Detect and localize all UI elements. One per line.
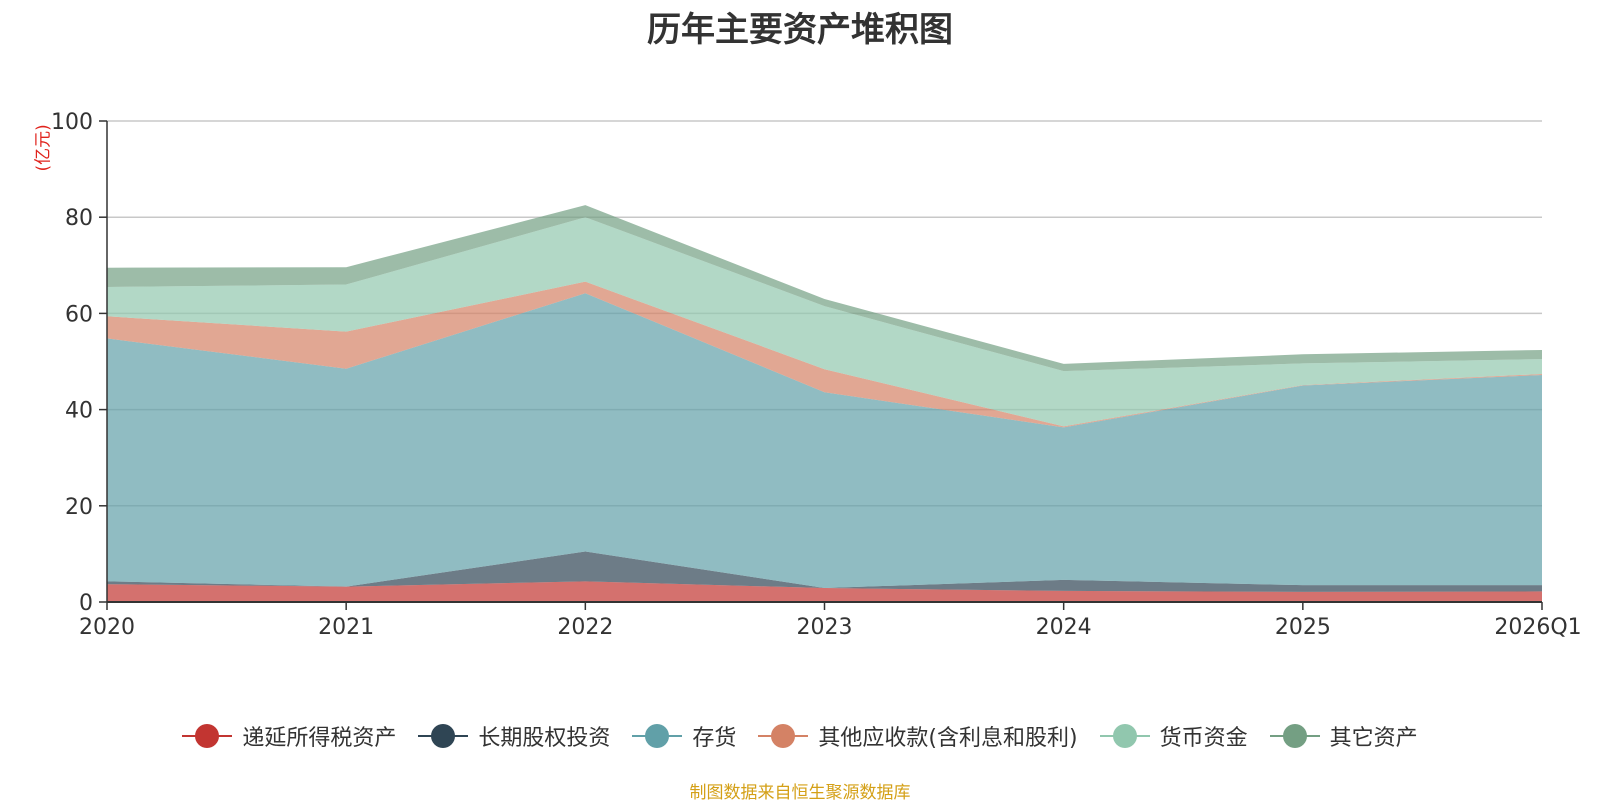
x-tick-label: 2026Q1 [1494,615,1581,640]
area-series-3 [107,293,1542,589]
source-note: 制图数据来自恒生聚源数据库 [689,783,911,803]
legend-label: 递延所得税资产 [242,726,397,751]
legend-item[interactable]: 货币资金 [1099,720,1248,752]
stacked-area-chart: 0 20 40 60 80 100 2020 2021 2022 2023 2024 2025 2026… [51,110,1582,640]
y-tick-label: 60 [65,302,93,327]
legend-label: 长期股权投资 [478,726,611,751]
legend-item[interactable]: 长期股权投资 [418,720,610,752]
legend: 递延所得税资产 长期股权投资 存货 其他应收款(含利息和股利) 货币资金 其它资产 [0,720,1600,752]
x-tick-label: 2023 [797,615,853,640]
legend-label: 货币资金 [1159,726,1248,751]
legend-label: 其它资产 [1329,726,1418,751]
legend-item[interactable]: 递延所得税资产 [182,720,396,752]
y-tick-label: 40 [65,399,93,424]
legend-item[interactable]: 存货 [632,720,736,752]
y-tick-label: 0 [79,591,93,616]
area-series-6 [107,205,1542,372]
legend-marker-icon [758,724,809,748]
y-tick-label: 80 [65,206,93,231]
x-tick-label: 2025 [1275,615,1331,640]
x-tick-label: 2020 [79,615,135,640]
legend-item[interactable]: 其他应收款(含利息和股利) [758,720,1078,752]
chart-title: 历年主要资产堆积图 [647,10,953,50]
legend-marker-icon [1269,724,1320,748]
x-tick-label: 2021 [318,615,374,640]
area-series-2 [107,551,1542,592]
area-series-4 [107,281,1542,428]
x-tick-label: 2024 [1036,615,1092,640]
legend-marker-icon [182,724,233,748]
x-tick-label: 2022 [557,615,613,640]
legend-label: 其他应收款(含利息和股利) [818,726,1078,751]
axes: 0 20 40 60 80 100 2020 2021 2022 2023 2024 2025 2026… [51,110,1582,640]
y-tick-label: 20 [65,495,93,520]
legend-label: 存货 [692,726,737,751]
area-series [107,205,1542,602]
area-series-1 [107,581,1542,602]
y-tick-label: 100 [51,110,93,135]
legend-marker-icon [632,724,683,748]
legend-marker-icon [1099,724,1150,748]
legend-item[interactable]: 其它资产 [1269,720,1418,752]
legend-marker-icon [418,724,469,748]
area-series-5 [107,217,1542,427]
